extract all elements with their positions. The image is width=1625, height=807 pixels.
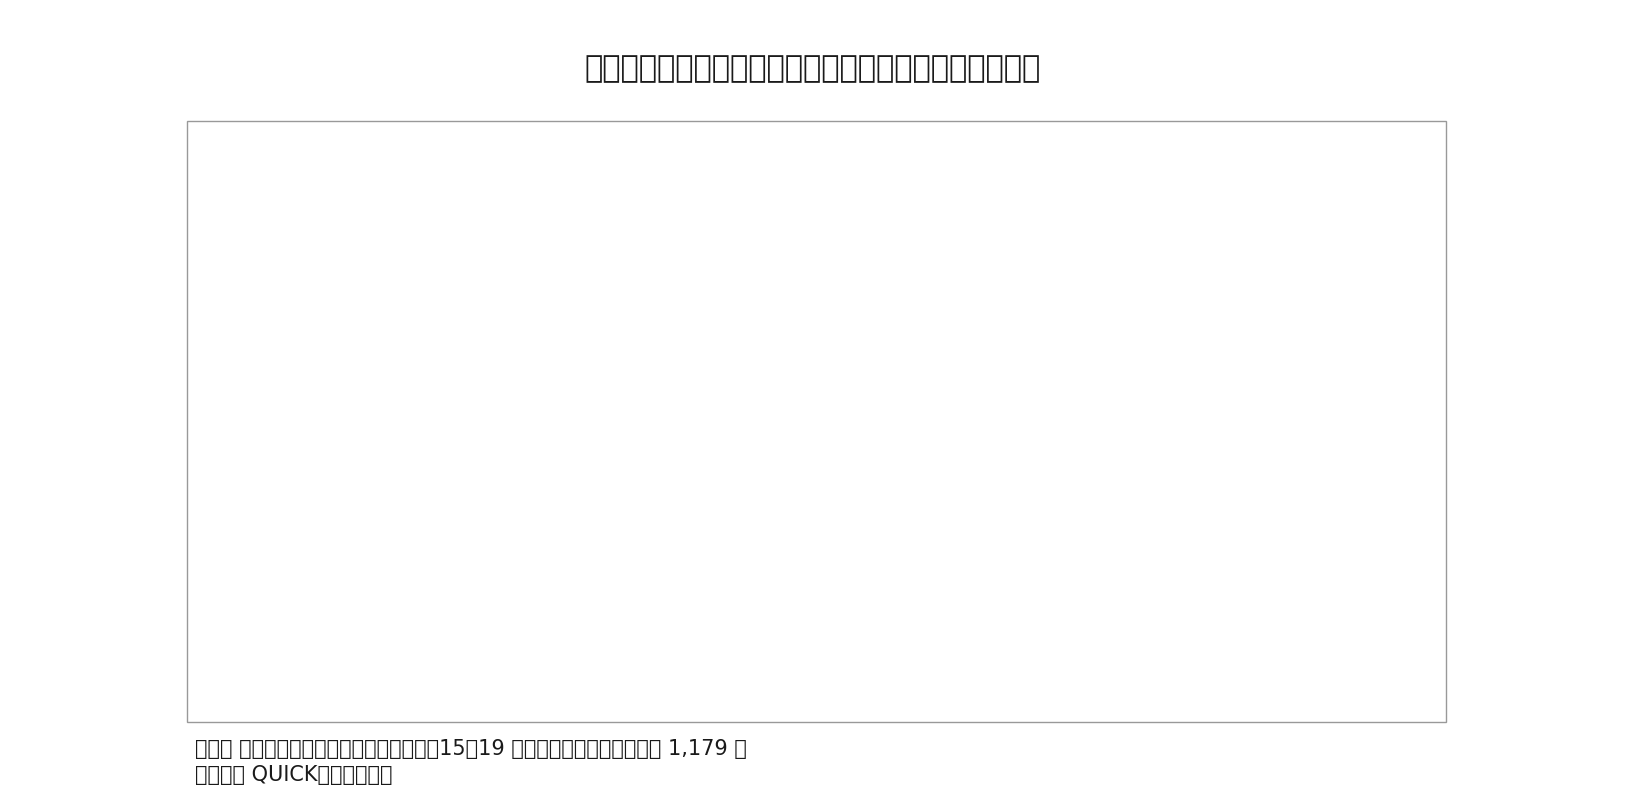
Text: （注） 東証１部上場３月決算会社のうち、15～19 年度に期初予想を公表した 1,179 社: （注） 東証１部上場３月決算会社のうち、15～19 年度に期初予想を公表した 1… (195, 739, 748, 759)
Text: （資料） QUICKより筆者作成: （資料） QUICKより筆者作成 (195, 765, 393, 784)
Wedge shape (812, 195, 1045, 650)
Text: 『図表１』期初に業績予想を公表した会社は過半数割れ: 『図表１』期初に業績予想を公表した会社は過半数割れ (585, 54, 1040, 83)
Text: 未定,
54.7%: 未定, 54.7% (645, 408, 760, 479)
Text: 公表,
45.3%: 公表, 45.3% (864, 376, 980, 447)
Wedge shape (580, 195, 881, 660)
